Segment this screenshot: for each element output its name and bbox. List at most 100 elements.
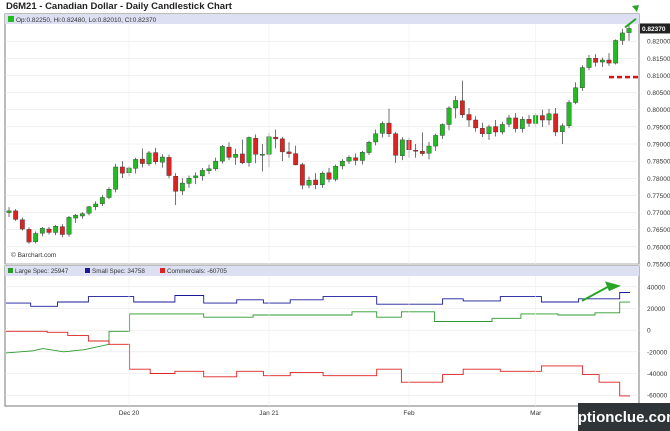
cot-y-tick-label: 40000 (647, 284, 665, 291)
candle-up (86, 206, 92, 214)
cot-legend-swatch (8, 268, 13, 273)
candle-up (399, 139, 405, 156)
cot-legend-label: Small Spec: 34758 (92, 268, 145, 275)
candle-up (233, 154, 239, 158)
candle-down (253, 137, 259, 155)
candle-down (166, 157, 172, 176)
candle-up (306, 180, 312, 186)
candle-up (179, 182, 185, 192)
small-spec-line (6, 292, 630, 307)
cot-legend-label: Commercials: -60705 (167, 268, 227, 275)
candle-up (519, 119, 525, 129)
candle-up (453, 100, 459, 109)
price-panel (4, 13, 640, 265)
candle-up (579, 67, 585, 88)
price-y-tick-label: 0.78500 (647, 159, 670, 166)
candle-up (159, 156, 165, 163)
last-price-label: 0.82370 (642, 26, 666, 33)
candle-up (366, 142, 372, 153)
candle-down (466, 114, 472, 121)
candle-down (459, 100, 465, 116)
candle-down (13, 210, 19, 220)
candle-up (259, 154, 265, 156)
price-y-tick-label: 0.80000 (647, 107, 670, 114)
candle-up (99, 197, 105, 204)
price-y-tick-label: 0.77000 (647, 210, 670, 217)
candle-up (73, 215, 79, 219)
candle-up (39, 228, 45, 234)
price-y-tick-label: 0.76000 (647, 244, 670, 251)
price-y-tick-label: 0.81000 (647, 73, 670, 80)
ohlc-label: Op:0.82250, Hi:0.82480, Lo:0.82010, Cl:0… (16, 17, 157, 24)
candle-up (619, 32, 625, 41)
candle-up (146, 152, 152, 165)
price-y-tick-label: 0.75500 (647, 262, 670, 269)
candle-up (186, 178, 192, 184)
watermark-logo: optionclue.com (569, 403, 670, 431)
chart-title: D6M21 - Canadian Dollar - Daily Candlest… (6, 1, 232, 12)
candle-up (53, 226, 59, 233)
candle-down (279, 138, 285, 153)
candle-up (246, 137, 252, 163)
candle-down (273, 136, 279, 140)
cot-legend-bar (5, 266, 639, 276)
candle-up (573, 87, 579, 103)
candle-down (479, 128, 485, 134)
candle-up (199, 170, 205, 177)
candle-down (226, 146, 232, 158)
candle-up (33, 233, 39, 242)
green-arrow-head-cot (605, 281, 621, 292)
cot-legend-swatch (85, 268, 90, 273)
candle-up (426, 145, 432, 154)
candle-up (133, 159, 139, 169)
candle-down (539, 115, 545, 121)
candle-up (333, 166, 339, 180)
candle-up (106, 189, 112, 198)
candle-up (346, 157, 352, 162)
candle-down (153, 152, 159, 163)
price-y-tick-label: 0.79000 (647, 142, 670, 149)
candle-up (339, 160, 345, 167)
candle-down (386, 122, 392, 134)
candle-down (299, 164, 305, 186)
candle-down (419, 150, 425, 154)
x-tick-label: Mar (530, 410, 542, 417)
candle-up (319, 172, 325, 185)
cot-y-tick-label: -40000 (647, 371, 668, 378)
candle-down (353, 157, 359, 161)
candle-up (586, 58, 592, 68)
x-tick-label: Dec 20 (119, 410, 140, 417)
candle-down (239, 153, 245, 164)
cot-y-tick-label: -60000 (647, 393, 668, 400)
price-y-tick-label: 0.78000 (647, 176, 670, 183)
candle-down (513, 117, 519, 129)
cot-y-tick-label: 0 (647, 328, 651, 335)
last-price-box (640, 23, 670, 34)
x-tick-label: Feb (403, 410, 415, 417)
chart-title-bar: D6M21 - Canadian Dollar - Daily Candlest… (0, 0, 670, 14)
candle-down (553, 113, 559, 133)
candle-up (359, 152, 365, 161)
candle-up (193, 175, 199, 178)
candle-up (433, 135, 439, 147)
candle-up (626, 28, 632, 33)
candle-up (93, 203, 99, 207)
candle-up (213, 160, 219, 169)
candle-down (606, 59, 612, 64)
candle-up (206, 168, 212, 171)
candle-down (313, 179, 319, 185)
candle-down (19, 219, 25, 230)
green-arrow-shaft-price (624, 18, 637, 29)
candle-down (593, 58, 599, 63)
candle-up (373, 133, 379, 143)
x-tick-label: Jan 21 (259, 410, 279, 417)
candle-up (559, 125, 565, 132)
candle-down (393, 133, 399, 156)
green-arrow-head-price (632, 5, 639, 12)
price-y-tick-label: 0.79500 (647, 124, 670, 131)
ohlc-legend-swatch (8, 16, 14, 22)
price-y-tick-label: 0.77500 (647, 193, 670, 200)
candle-up (66, 217, 72, 235)
candle-down (493, 126, 499, 133)
